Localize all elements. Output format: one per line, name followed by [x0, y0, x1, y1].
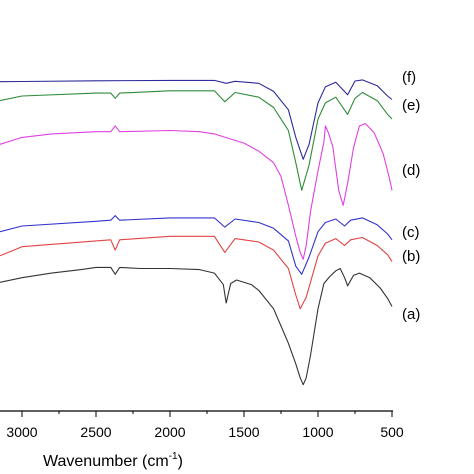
series-labels: (f) (e) (d) (c) (b) (a)	[402, 69, 420, 323]
series-label-2: (d)	[402, 162, 420, 179]
x-tick-label-0: 3000	[6, 424, 37, 440]
series-label-5: (a)	[402, 306, 420, 323]
series-line-2	[0, 123, 393, 260]
x-tick-label-3: 1500	[228, 424, 259, 440]
x-axis-title-main: Wavenumber (cm	[43, 453, 169, 470]
x-axis-title-sup: -1	[169, 451, 178, 462]
series-line-3	[0, 215, 393, 275]
series-line-5	[0, 266, 393, 386]
plot-lines	[0, 79, 393, 386]
series-label-1: (e)	[402, 97, 420, 114]
x-ticks: 3000 2500 2000 1500 1000 500	[6, 411, 404, 440]
series-label-0: (f)	[402, 69, 416, 86]
x-tick-label-2: 2000	[154, 424, 185, 440]
x-tick-label-1: 2500	[80, 424, 111, 440]
x-tick-label-5: 500	[380, 424, 404, 440]
series-line-0	[0, 79, 393, 160]
series-label-3: (c)	[402, 224, 420, 241]
series-label-4: (b)	[402, 248, 420, 265]
x-axis-title: Wavenumber (cm-1)	[43, 451, 183, 470]
x-tick-label-4: 1000	[302, 424, 333, 440]
series-line-1	[0, 90, 393, 191]
series-line-4	[0, 235, 393, 310]
x-axis-title-close: )	[178, 453, 183, 470]
